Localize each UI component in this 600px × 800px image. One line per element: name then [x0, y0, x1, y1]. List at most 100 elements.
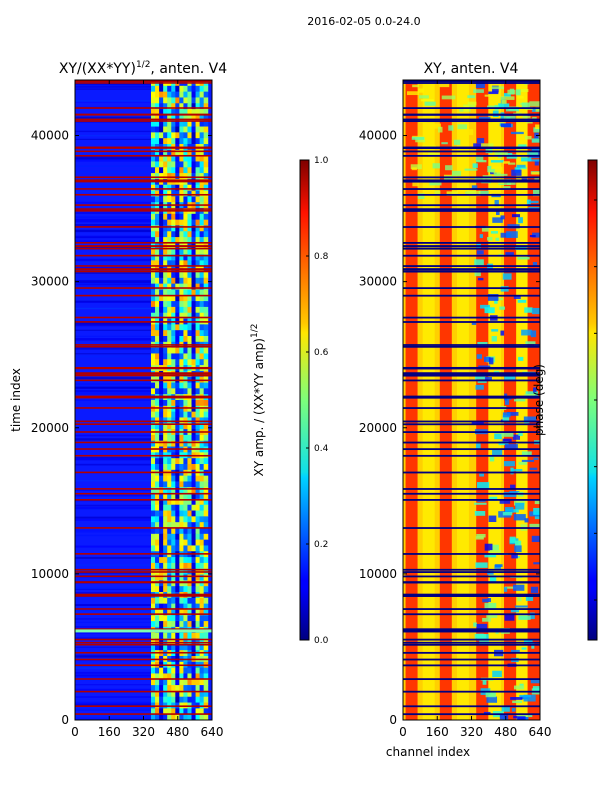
amp-band-cell [167, 493, 172, 500]
amp-band-cell [183, 225, 188, 232]
amp-x-tick-label: 0 [71, 725, 79, 739]
amp-band-cell [183, 400, 188, 407]
phase-blue-cell [485, 692, 496, 698]
phase-blue-cell [474, 376, 486, 380]
amp-flagged-row [75, 553, 212, 555]
amp-band-cell [167, 685, 172, 692]
amp-band-cell [155, 475, 160, 482]
amp-band-cell [195, 574, 201, 581]
amp-band-cell [150, 330, 156, 337]
amp-band-cell [167, 411, 172, 418]
amp-band-cell [155, 272, 160, 279]
amp-band-cell [195, 126, 201, 133]
amp-band-cell [191, 510, 197, 517]
phase-flagged-row [403, 499, 540, 501]
amp-band-cell [163, 685, 168, 692]
amp-y-tick-label: 20000 [31, 421, 69, 435]
amp-band-cell [203, 522, 209, 529]
amp-band-cell [187, 481, 193, 488]
amp-band-cell [171, 667, 176, 674]
amp-band-cell [150, 103, 156, 110]
amp-band-cell [163, 539, 168, 546]
phase-blue-cell [509, 536, 516, 543]
amp-band-cell [175, 487, 180, 494]
phase-flagged-row [403, 179, 540, 182]
amp-band-cell [183, 155, 188, 162]
amp-band-cell [159, 673, 164, 680]
amp-band-cell [150, 237, 156, 244]
amp-band-cell [159, 97, 164, 104]
amp-band-cell [155, 574, 160, 581]
amp-band-cell [187, 91, 193, 98]
amp-band-cell [187, 690, 193, 698]
amp-band-cell [155, 289, 160, 296]
phase-blue-cell [521, 157, 532, 162]
amp-band-cell [163, 312, 168, 320]
amp-band-cell [167, 336, 172, 343]
phase-blue-cell [498, 103, 510, 108]
amp-flagged-row [75, 247, 212, 250]
amp-band-cell [163, 97, 168, 104]
phase-flagged-row [403, 150, 540, 153]
amp-band-cell [175, 528, 180, 535]
amp-band-cell [150, 423, 156, 430]
phase-flagged-row [403, 270, 540, 273]
amp-band-cell [171, 231, 176, 238]
amp-band-cell [179, 685, 184, 692]
amp-band-cell [179, 434, 184, 442]
amp-band-cell [195, 498, 201, 506]
amp-band-cell [187, 237, 193, 244]
amp-band-cell [155, 196, 160, 203]
phase-flagged-row [403, 345, 540, 348]
amp-band-cell [183, 458, 188, 465]
amp-band-cell [150, 667, 156, 674]
amp-band-cell [171, 562, 176, 570]
amp-band-cell [183, 609, 188, 616]
amp-band-cell [203, 388, 209, 395]
amp-band-cell [155, 336, 160, 343]
amp-texture-line [75, 530, 160, 533]
amp-band-cell [187, 405, 193, 413]
phase-x-tick-label: 640 [529, 725, 552, 739]
amp-band-cell [167, 289, 172, 296]
amp-band-cell [179, 597, 184, 605]
phase-flagged-row [403, 287, 540, 290]
amp-texture-line [75, 171, 160, 173]
amp-band-cell [191, 475, 197, 482]
phase-blue-cell [479, 473, 485, 477]
amp-band-cell [191, 586, 197, 593]
amp-band-cell [150, 126, 156, 133]
amp-texture-line [75, 82, 160, 86]
colorbar-tick-label: 0.4 [314, 444, 329, 454]
amp-texture-line [75, 389, 160, 393]
amp-band-cell [179, 522, 184, 529]
amp-band-cell [195, 545, 201, 552]
amp-band-cell [175, 679, 180, 686]
phase-flagged-row [403, 613, 540, 616]
amp-band-cell [159, 510, 164, 517]
amp-texture-line [75, 666, 160, 670]
amp-band-cell [203, 248, 209, 256]
amp-band-cell [159, 487, 164, 494]
amp-flagged-row [75, 287, 212, 289]
amp-band-cell [187, 667, 193, 674]
amp-band-cell [183, 615, 188, 622]
amp-flagged-row [75, 294, 212, 297]
amp-texture-line [75, 285, 160, 287]
amp-band-cell [179, 190, 184, 197]
amp-band-cell [159, 289, 164, 296]
amp-band-cell [150, 161, 156, 168]
amp-band-cell [203, 120, 209, 128]
amp-band-cell [159, 522, 164, 529]
amp-band-cell [195, 167, 201, 174]
amp-flagged-row [75, 713, 212, 715]
figure-suptitle: 2016-02-05 0.0-24.0 [307, 15, 420, 28]
amp-band-cell [171, 696, 176, 704]
phase-flagged-row [403, 113, 540, 116]
amp-band-cell [183, 603, 188, 610]
amp-band-cell [195, 301, 201, 308]
amp-band-cell [179, 330, 184, 337]
amp-band-cell [150, 120, 156, 128]
amp-band-cell [195, 580, 201, 587]
amp-band-cell [163, 237, 168, 244]
